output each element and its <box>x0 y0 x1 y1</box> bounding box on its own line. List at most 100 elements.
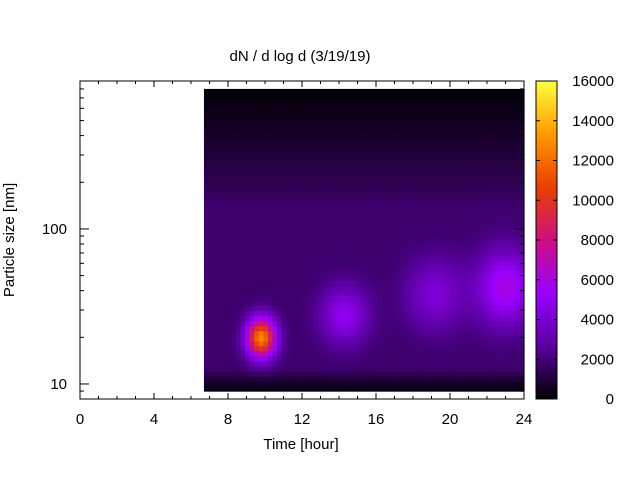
heatmap-cell <box>482 99 489 105</box>
heatmap-cell <box>226 99 232 105</box>
heatmap-cell <box>231 229 237 236</box>
heatmap-cell <box>222 174 228 181</box>
heatmap-cell <box>331 179 338 186</box>
heatmap-cell <box>345 245 351 251</box>
heatmap-cell <box>240 320 246 327</box>
heatmap-cell <box>345 93 351 100</box>
heatmap-cell <box>427 280 434 286</box>
heatmap-cell <box>478 265 484 271</box>
heatmap-cell <box>272 350 278 357</box>
heatmap-cell <box>235 214 242 221</box>
heatmap-cell <box>318 184 324 191</box>
heatmap-cell <box>510 250 516 256</box>
heatmap-cell <box>409 124 415 130</box>
heatmap-cell <box>304 280 310 286</box>
heatmap-cell <box>245 350 251 357</box>
heatmap-cell <box>281 194 287 201</box>
heatmap-cell <box>286 386 292 392</box>
heatmap-cell <box>254 209 260 216</box>
heatmap-cell <box>450 144 457 150</box>
heatmap-cell <box>336 159 342 166</box>
heatmap-cell <box>313 280 319 286</box>
heatmap-cell <box>249 174 255 181</box>
heatmap-cell <box>272 245 278 251</box>
heatmap-cell <box>455 129 461 135</box>
heatmap-cell <box>501 149 507 155</box>
heatmap-cell <box>405 144 411 150</box>
heatmap-cell <box>277 119 283 125</box>
heatmap-cell <box>395 209 402 216</box>
heatmap-cell <box>217 250 223 256</box>
heatmap-cell <box>459 320 466 327</box>
heatmap-cell <box>263 355 269 362</box>
heatmap-cell <box>217 174 223 181</box>
heatmap-cell <box>322 350 328 357</box>
heatmap-cell <box>249 305 255 312</box>
heatmap-cell <box>281 124 287 130</box>
heatmap-cell <box>441 315 447 322</box>
heatmap-cell <box>217 381 223 387</box>
heatmap-cell <box>290 209 296 216</box>
heatmap-cell <box>519 134 525 140</box>
heatmap-cell <box>437 199 443 206</box>
heatmap-cell <box>281 240 287 246</box>
heatmap-cell <box>459 315 466 322</box>
heatmap-cell <box>217 330 223 337</box>
heatmap-cell <box>418 375 425 382</box>
heatmap-cell <box>249 245 255 251</box>
heatmap-cell <box>473 270 479 276</box>
heatmap-cell <box>318 119 324 125</box>
heatmap-cell <box>423 340 429 347</box>
heatmap-cell <box>409 355 415 362</box>
heatmap-cell <box>309 229 315 236</box>
heatmap-cell <box>336 219 342 226</box>
heatmap-cell <box>400 270 406 276</box>
heatmap-cell <box>482 199 489 206</box>
heatmap-cell <box>492 234 498 241</box>
heatmap-cell <box>441 381 447 387</box>
heatmap-cell <box>455 114 461 120</box>
heatmap-cell <box>272 255 278 261</box>
heatmap-cell <box>336 164 342 171</box>
heatmap-cell <box>437 174 443 181</box>
heatmap-cell <box>226 119 232 125</box>
heatmap-cell <box>240 129 246 135</box>
heatmap-cell <box>414 169 420 176</box>
heatmap-cell <box>299 365 306 372</box>
heatmap-cell <box>281 290 287 296</box>
heatmap-cell <box>331 255 338 261</box>
heatmap-cell <box>505 280 511 286</box>
heatmap-cell <box>272 219 278 226</box>
heatmap-cell <box>469 179 475 186</box>
heatmap-cell <box>258 335 264 342</box>
heatmap-cell <box>510 365 516 372</box>
heatmap-cell <box>277 109 283 115</box>
heatmap-cell <box>459 240 466 246</box>
heatmap-cell <box>249 93 255 100</box>
heatmap-cell <box>487 199 493 206</box>
heatmap-cell <box>377 245 383 251</box>
heatmap-cell <box>400 149 406 155</box>
heatmap-cell <box>473 355 479 362</box>
heatmap-cell <box>400 159 406 166</box>
heatmap-cell <box>382 179 388 186</box>
heatmap-cell <box>359 159 365 166</box>
heatmap-cell <box>258 159 264 166</box>
heatmap-cell <box>400 139 406 145</box>
heatmap-cell <box>501 164 507 171</box>
heatmap-cell <box>359 169 365 176</box>
heatmap-cell <box>235 255 242 261</box>
heatmap-cell <box>203 204 210 211</box>
heatmap-cell <box>208 114 214 120</box>
heatmap-cell <box>336 224 342 231</box>
heatmap-cell <box>286 144 292 150</box>
heatmap-cell <box>492 265 498 271</box>
heatmap-cell <box>286 280 292 286</box>
heatmap-cell <box>299 229 306 236</box>
heatmap-cell <box>354 305 360 312</box>
heatmap-cell <box>441 114 447 120</box>
heatmap-cell <box>478 365 484 372</box>
heatmap-cell <box>263 229 269 236</box>
heatmap-cell <box>267 250 274 256</box>
heatmap-cell <box>450 234 457 241</box>
